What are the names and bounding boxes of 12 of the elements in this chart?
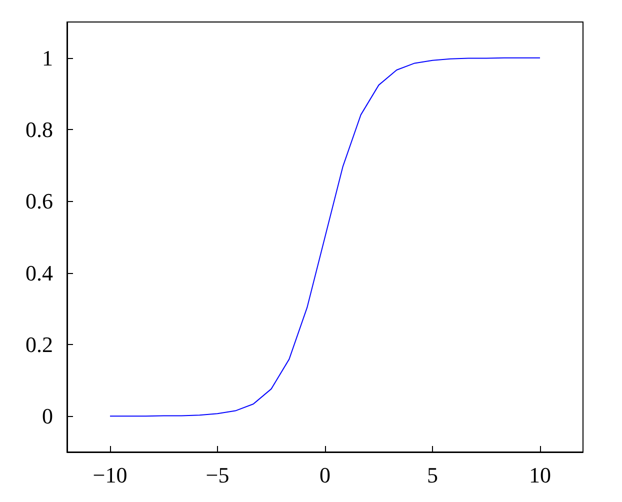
y-tick-label: 0 — [42, 404, 53, 429]
y-tick-label: 0.8 — [26, 117, 53, 142]
x-tick-label: 5 — [427, 462, 438, 488]
x-tick-label: −5 — [206, 462, 230, 488]
y-tick-label: 0.6 — [26, 188, 53, 214]
x-tick-label: 0 — [320, 462, 330, 488]
x-tick-label: 10 — [529, 462, 551, 488]
y-tick-label: 1 — [42, 45, 53, 70]
y-tick-label: 0.2 — [26, 332, 53, 357]
line-series — [110, 57, 540, 417]
x-tick-label: −10 — [92, 462, 128, 488]
y-tick-label: 0.4 — [26, 260, 53, 286]
